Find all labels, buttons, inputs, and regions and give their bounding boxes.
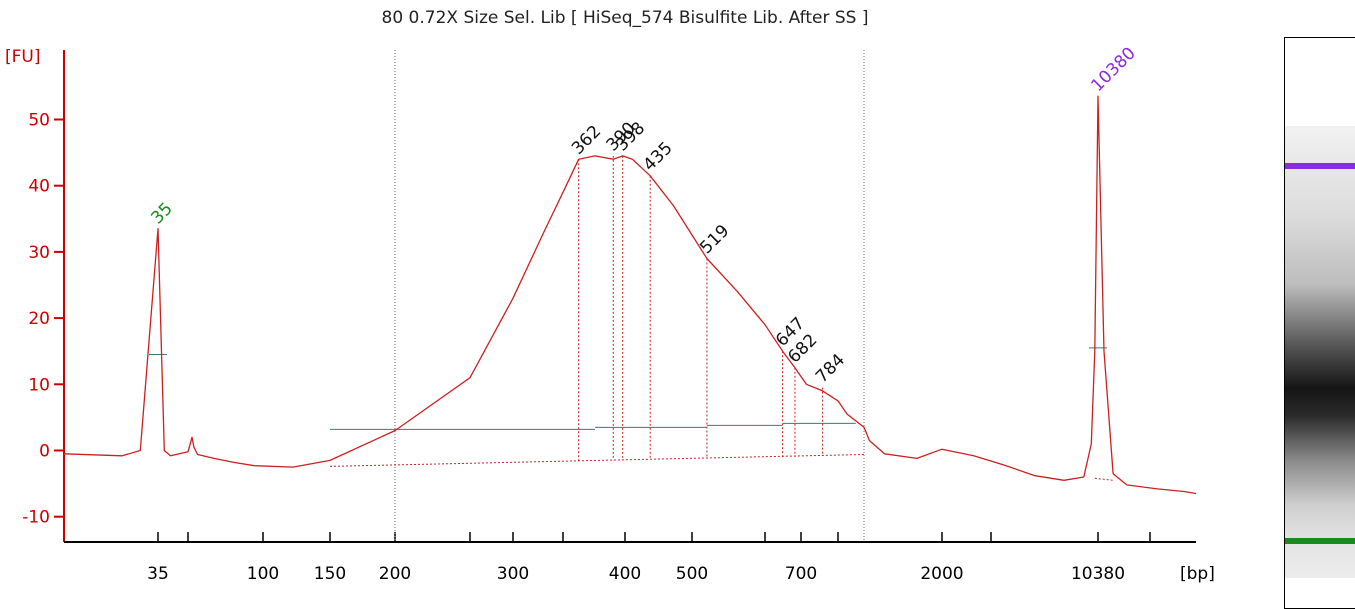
x-tick-label: 500 [676,564,708,584]
x-axis-label: [bp] [1180,564,1215,584]
integration-baseline [329,453,865,467]
upper-marker-band [1285,163,1355,169]
lower-marker-band [1285,538,1355,544]
x-tick-label: 400 [609,564,641,584]
y-tick-label: -10 [22,508,50,528]
x-tick-label: 35 [147,564,169,584]
x-tick-label: 10380 [1071,564,1125,584]
x-tick-label: 300 [497,564,529,584]
baselines-layer [149,347,1107,430]
trace-layer [63,95,1197,495]
integration-baseline [1094,477,1114,481]
region-markers-layer [329,50,1114,542]
peak-label: 519 [696,221,733,258]
x-tick-label: 200 [379,564,411,584]
y-tick-label: 20 [28,309,50,329]
electropherogram-chart: [FU] -10 0 10 20 30 40 50 35 100 150 200 300 400 500 70… [5,43,1215,584]
y-tick-label: 10 [28,375,50,395]
gel-smear [1285,126,1355,578]
peak-label: 784 [812,350,849,387]
y-tick-label: 50 [28,111,50,131]
x-tick-label: 100 [247,564,279,584]
x-tick-label: 700 [785,564,817,584]
peak-label: 10380 [1087,43,1139,95]
y-axis-label: [FU] [5,47,41,67]
chart-title: 80 0.72X Size Sel. Lib [ HiSeq_574 Bisul… [381,8,869,28]
x-tick-label: 150 [314,564,346,584]
peak-label: 35 [147,199,176,228]
y-tick-label: 40 [28,177,50,197]
y-tick-label: 30 [28,243,50,263]
x-tick-label: 2000 [920,564,963,584]
trace-line [63,95,1197,495]
axes-layer: [FU] -10 0 10 20 30 40 50 35 100 150 200 300 400 500 70… [5,47,1215,584]
peak-label: 435 [640,138,677,175]
peak-label: 362 [568,122,605,159]
gel-lane [1284,37,1355,609]
y-tick-label: 0 [39,442,50,462]
peak-droplines-layer [578,155,824,461]
